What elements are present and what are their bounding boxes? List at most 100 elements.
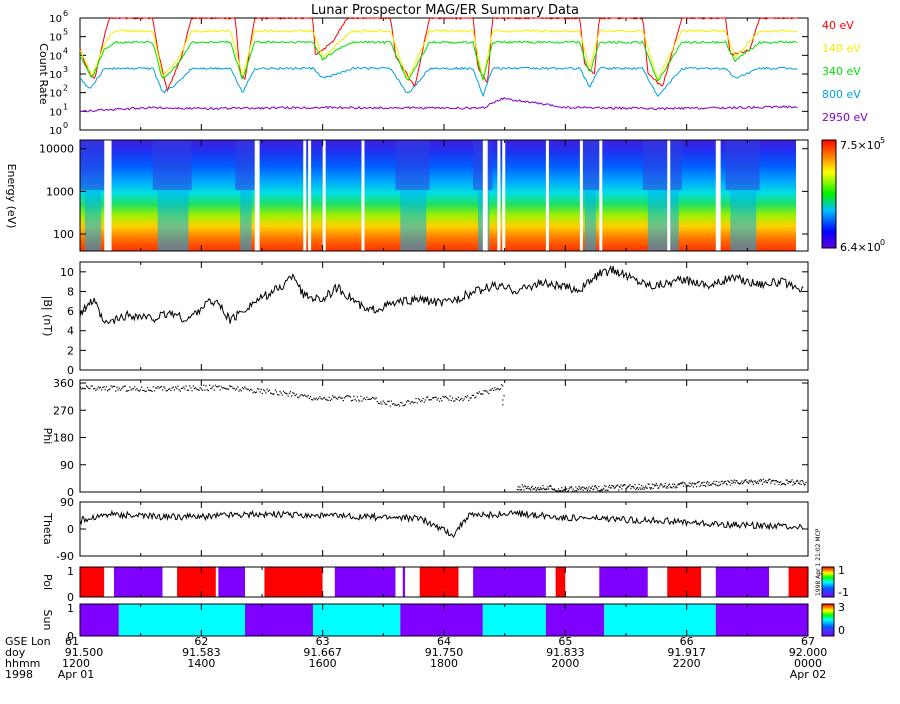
phi-point: [490, 389, 492, 391]
phi-point: [780, 481, 782, 483]
phi-point: [469, 397, 471, 399]
phi-point: [536, 488, 538, 490]
b-magnitude-ytick-label: 0: [67, 364, 74, 377]
phi-point: [520, 489, 522, 491]
phi-point: [338, 396, 340, 399]
phi-point: [624, 484, 626, 486]
phi-point: [302, 395, 304, 397]
phi-point: [766, 482, 768, 484]
pol-segment: [322, 567, 335, 597]
phi-point: [137, 389, 139, 391]
phi-point: [354, 398, 356, 400]
phi-point: [358, 399, 360, 401]
phi-point: [85, 385, 88, 387]
phi-point: [187, 389, 190, 391]
phi-point: [231, 386, 233, 388]
phi-point: [295, 393, 297, 395]
phi-point: [780, 483, 782, 486]
phi-point: [240, 390, 242, 392]
x-tick-lon: 66: [680, 635, 694, 648]
phi-point: [763, 481, 765, 483]
phi-point: [162, 389, 164, 391]
phi-point: [550, 485, 552, 487]
phi-point: [759, 480, 761, 483]
pol-segment: [177, 567, 216, 597]
spectrogram-data-gap: [308, 140, 312, 251]
sun-segment: [545, 604, 605, 636]
phi-point: [420, 400, 422, 403]
phi-point: [143, 389, 145, 391]
x-tick-hhmm: 1600: [309, 657, 337, 670]
phi-point: [462, 400, 464, 402]
phi-point: [430, 399, 432, 401]
phi-point: [421, 400, 423, 402]
phi-point: [775, 480, 777, 482]
phi-point: [312, 399, 314, 401]
phi-point: [687, 485, 690, 487]
phi-point: [517, 486, 519, 488]
phi-point: [213, 389, 215, 391]
phi-point: [265, 392, 267, 394]
phi-point: [325, 398, 327, 401]
phi-point: [495, 389, 497, 391]
phi-point: [182, 387, 184, 389]
theta-ytick-label: 90: [60, 496, 74, 509]
phi-point: [787, 482, 789, 484]
phi-point: [97, 386, 99, 388]
phi-point: [141, 386, 143, 388]
phi-point: [626, 487, 628, 489]
phi-point: [788, 481, 790, 483]
phi-point: [705, 485, 707, 487]
phi-point: [716, 484, 718, 487]
phi-point: [114, 385, 116, 387]
spectrogram-wake: [642, 140, 682, 190]
phi-point: [610, 487, 612, 489]
phi-point: [457, 396, 459, 398]
phi-point: [696, 486, 698, 488]
phi-point: [426, 396, 428, 398]
legend-label-4: 2950 eV: [822, 111, 868, 124]
phi-point: [634, 483, 636, 486]
phi-point: [641, 488, 643, 490]
pol-segment: [264, 567, 323, 597]
phi-point: [123, 385, 125, 388]
phi-point: [621, 488, 623, 490]
phi-point: [403, 404, 405, 406]
energy-ytick-label: 1000: [46, 185, 74, 198]
phi-point: [591, 485, 593, 487]
phi-point: [315, 397, 317, 399]
phi-point: [192, 385, 194, 387]
phi-point: [340, 397, 342, 399]
phi-point: [103, 386, 105, 388]
phi-point: [468, 399, 470, 401]
phi-point: [268, 389, 270, 391]
spectrogram-wake-low: [730, 189, 757, 251]
phi-point: [617, 484, 619, 486]
phi-point: [406, 401, 408, 403]
phi-point: [801, 479, 803, 482]
x-tick-hhmm: 2200: [673, 657, 701, 670]
phi-point: [557, 490, 559, 492]
phi-point: [748, 480, 750, 482]
phi-point: [257, 388, 259, 390]
sun-segment: [312, 604, 401, 636]
phi-point: [613, 485, 615, 488]
phi-point: [664, 485, 666, 487]
phi-point: [583, 486, 585, 488]
phi-point: [563, 489, 565, 491]
phi-point: [529, 488, 531, 490]
phi-point: [710, 484, 712, 486]
phi-point: [804, 483, 806, 485]
phi-point: [197, 389, 199, 391]
x-tick-lon: 63: [316, 635, 330, 648]
phi-point: [684, 483, 686, 485]
phi-point: [433, 397, 435, 399]
spectrogram-data-gap: [715, 140, 721, 251]
x-tick-doy: 91.500: [65, 646, 104, 659]
phi-point: [216, 386, 218, 388]
phi-point: [254, 392, 256, 394]
phi-point: [800, 483, 802, 485]
phi-point: [365, 399, 367, 401]
phi-point: [184, 388, 186, 390]
